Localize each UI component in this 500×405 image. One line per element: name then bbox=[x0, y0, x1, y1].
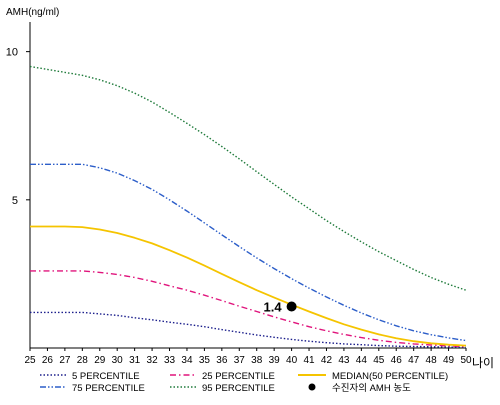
x-tick-label: 48 bbox=[426, 355, 438, 366]
x-tick-label: 35 bbox=[199, 355, 211, 366]
x-tick-label: 47 bbox=[408, 355, 420, 366]
y-tick-label: 10 bbox=[6, 47, 18, 59]
x-tick-label: 25 bbox=[24, 355, 36, 366]
x-tick-label: 38 bbox=[251, 355, 263, 366]
legend-label: 5 PERCENTILE bbox=[72, 371, 140, 382]
series-line bbox=[30, 225, 467, 347]
series-group bbox=[29, 65, 467, 349]
legend-label: MEDIAN(50 PERCENTILE) bbox=[332, 371, 448, 382]
y-ticks: 5 10 bbox=[6, 47, 30, 207]
x-tick-label: 31 bbox=[129, 355, 141, 366]
legend-label: 수진자의 AMH 농도 bbox=[332, 383, 411, 394]
y-axis-label: AMH(ng/ml) bbox=[6, 7, 59, 18]
x-tick-label: 39 bbox=[269, 355, 281, 366]
x-axis-label: 나이 bbox=[472, 356, 494, 370]
x-tick-label: 34 bbox=[181, 355, 193, 366]
legend-label: 75 PERCENTILE bbox=[72, 383, 145, 394]
y-tick-label: 5 bbox=[12, 195, 18, 207]
x-tick-label: 27 bbox=[59, 355, 71, 366]
legend-label: 25 PERCENTILE bbox=[202, 371, 275, 382]
x-tick-label: 33 bbox=[164, 355, 176, 366]
x-tick-label: 26 bbox=[42, 355, 54, 366]
x-tick-label: 40 bbox=[286, 355, 298, 366]
x-tick-label: 30 bbox=[112, 355, 124, 366]
x-tick-label: 36 bbox=[216, 355, 228, 366]
x-tick-label: 46 bbox=[391, 355, 403, 366]
legend-label: 95 PERCENTILE bbox=[202, 383, 275, 394]
series-line bbox=[30, 270, 467, 348]
x-tick-label: 44 bbox=[356, 355, 368, 366]
x-tick-label: 28 bbox=[77, 355, 89, 366]
x-tick-label: 43 bbox=[338, 355, 350, 366]
series-line bbox=[29, 65, 467, 291]
patient-amh-marker bbox=[286, 301, 297, 312]
marker-group: 1.4 bbox=[264, 300, 297, 315]
legend: 5 PERCENTILE 25 PERCENTILE 75 PERCENTILE 95… bbox=[40, 371, 448, 394]
series-line bbox=[30, 311, 467, 349]
patient-amh-value-label: 1.4 bbox=[264, 300, 283, 315]
x-tick-label: 42 bbox=[321, 355, 333, 366]
x-ticks: 25 26 27 28 29 30 31 32 33 34 35 36 37 38 39 40 41 42 43 44… bbox=[24, 348, 472, 366]
x-tick-label: 50 bbox=[460, 355, 472, 366]
x-tick-label: 32 bbox=[147, 355, 159, 366]
x-tick-label: 49 bbox=[443, 355, 455, 366]
x-tick-label: 37 bbox=[234, 355, 246, 366]
x-tick-label: 45 bbox=[373, 355, 385, 366]
series-line bbox=[30, 163, 467, 342]
legend-marker-dot bbox=[308, 383, 316, 391]
x-tick-label: 41 bbox=[303, 355, 315, 366]
x-tick-label: 29 bbox=[94, 355, 106, 366]
